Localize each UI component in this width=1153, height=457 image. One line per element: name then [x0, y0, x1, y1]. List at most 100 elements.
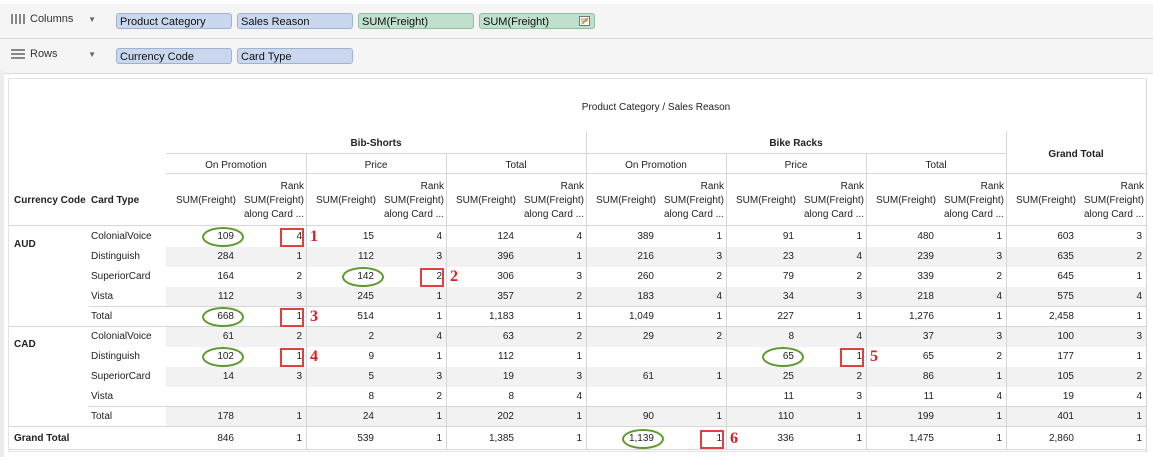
category-header-bike-racks: Bike Racks — [769, 138, 823, 149]
cell-rank — [242, 391, 302, 403]
row-band — [166, 287, 1146, 307]
sales-reason-header: Price — [784, 160, 808, 171]
measure-header-rank: SUM(Freight) — [523, 195, 584, 206]
rows-shelf-label[interactable]: Rows ▼ — [10, 48, 96, 64]
column-divider — [586, 131, 587, 449]
cell-sum-freight: 177 — [1057, 351, 1074, 362]
highlight-oval — [202, 307, 244, 327]
row-card-label: Vista — [91, 391, 114, 402]
pill-sales-reason[interactable]: Sales Reason — [237, 13, 353, 29]
cell-sum-freight: 15 — [362, 231, 374, 242]
cell-sum-freight: 112 — [498, 351, 514, 362]
cell-sum-freight: 1,475 — [908, 433, 934, 444]
cell-rank: 1 — [296, 311, 302, 322]
subtotal-divider — [89, 306, 1146, 307]
cell-sum-freight: 8 — [508, 391, 514, 402]
cell-rank: 3 — [436, 371, 442, 382]
row-card-label: SuperiorCard — [91, 271, 151, 282]
cell-rank: 3 — [296, 371, 302, 382]
row-header-card-type: Card Type — [91, 195, 140, 206]
cell-sum-freight: 65 — [922, 351, 934, 362]
cell-rank: 1 — [716, 231, 722, 242]
cell-sum-freight: 8 — [788, 331, 794, 342]
cell-rank: 4 — [296, 231, 302, 242]
highlight-oval — [202, 227, 244, 247]
cell-sum-freight: 11 — [923, 391, 934, 402]
highlight-box — [280, 308, 304, 327]
edit-calc-icon[interactable] — [579, 16, 590, 26]
pill-product-category[interactable]: Product Category — [116, 13, 232, 29]
cell-rank: 4 — [856, 331, 862, 342]
cell-sum-freight — [594, 351, 654, 363]
cell-rank — [662, 351, 722, 363]
measure-header-rank: Rank — [700, 181, 724, 192]
rows-dropdown-icon[interactable]: ▼ — [88, 50, 96, 59]
row-band — [166, 327, 1146, 347]
cell-rank: 1 — [296, 351, 302, 362]
cell-sum-freight: 105 — [1057, 371, 1074, 382]
cell-sum-freight: 164 — [217, 271, 234, 282]
sales-reason-header: On Promotion — [205, 160, 267, 171]
cell-rank: 2 — [856, 371, 862, 382]
cell-sum-freight: 260 — [637, 271, 654, 282]
pill-currency-code[interactable]: Currency Code — [116, 48, 232, 64]
columns-label-text: Columns — [30, 13, 74, 26]
measure-header-rank: along Card ... — [943, 209, 1004, 220]
cell-rank: 1 — [716, 371, 722, 382]
cell-sum-freight: 603 — [1057, 231, 1074, 242]
cell-sum-freight: 110 — [778, 411, 794, 422]
pill-sum-freight-rank-label: SUM(Freight) — [483, 16, 550, 28]
measure-header-rank: along Card ... — [803, 209, 864, 220]
cell-sum-freight: 1,385 — [488, 433, 514, 444]
cell-sum-freight: 25 — [782, 371, 794, 382]
cell-sum-freight: 2 — [368, 331, 374, 342]
subtotal-divider — [89, 406, 1146, 407]
measure-header-rank: along Card ... — [1083, 209, 1144, 220]
cell-rank: 1 — [1136, 311, 1142, 322]
cell-rank: 2 — [296, 331, 302, 342]
column-divider — [866, 153, 867, 449]
pill-sum-freight-rank[interactable]: SUM(Freight) — [479, 13, 595, 29]
cell-sum-freight: 575 — [1057, 291, 1074, 302]
cell-sum-freight: 284 — [217, 251, 234, 262]
columns-dropdown-icon[interactable]: ▼ — [88, 15, 96, 24]
measure-header-rank: Rank — [840, 181, 864, 192]
measure-header-sum-freight: SUM(Freight) — [315, 195, 376, 206]
cell-sum-freight: 635 — [1057, 251, 1074, 262]
cell-rank: 1 — [856, 231, 862, 242]
measure-header-rank: Rank — [280, 181, 304, 192]
crosstab-title: Product Category / Sales Reason — [581, 102, 731, 113]
measure-header-sum-freight: SUM(Freight) — [875, 195, 936, 206]
cell-rank: 1 — [576, 251, 582, 262]
cell-sum-freight: 14 — [222, 371, 234, 382]
cell-sum-freight — [594, 391, 654, 403]
cell-rank: 1 — [436, 291, 442, 302]
cell-sum-freight: 202 — [497, 411, 514, 422]
cell-sum-freight: 199 — [917, 411, 934, 422]
reason-divider — [166, 173, 1146, 174]
row-band — [166, 407, 1146, 427]
measure-header-rank: along Card ... — [663, 209, 724, 220]
cell-sum-freight — [174, 391, 234, 403]
columns-shelf: Columns ▼ Product Category Sales Reason … — [0, 4, 1153, 39]
pill-card-type[interactable]: Card Type — [237, 48, 353, 64]
cell-sum-freight: 216 — [637, 251, 654, 262]
row-band — [166, 247, 1146, 267]
cell-rank: 3 — [996, 251, 1002, 262]
cell-rank: 3 — [1136, 331, 1142, 342]
row-card-label: Total — [91, 411, 113, 422]
cell-rank: 1 — [996, 311, 1002, 322]
cell-sum-freight: 86 — [922, 371, 934, 382]
cell-rank: 4 — [996, 391, 1002, 402]
cell-sum-freight: 37 — [922, 331, 934, 342]
highlight-oval — [202, 347, 244, 367]
measure-header-sum-freight: SUM(Freight) — [175, 195, 236, 206]
cell-sum-freight: 112 — [218, 291, 234, 302]
cell-sum-freight: 396 — [497, 251, 514, 262]
cell-rank: 2 — [856, 271, 862, 282]
cell-sum-freight: 9 — [368, 351, 374, 362]
columns-shelf-label[interactable]: Columns ▼ — [10, 13, 96, 29]
pill-sum-freight[interactable]: SUM(Freight) — [358, 13, 474, 29]
measure-header-sum-freight: SUM(Freight) — [1015, 195, 1076, 206]
cell-sum-freight: 183 — [637, 291, 654, 302]
